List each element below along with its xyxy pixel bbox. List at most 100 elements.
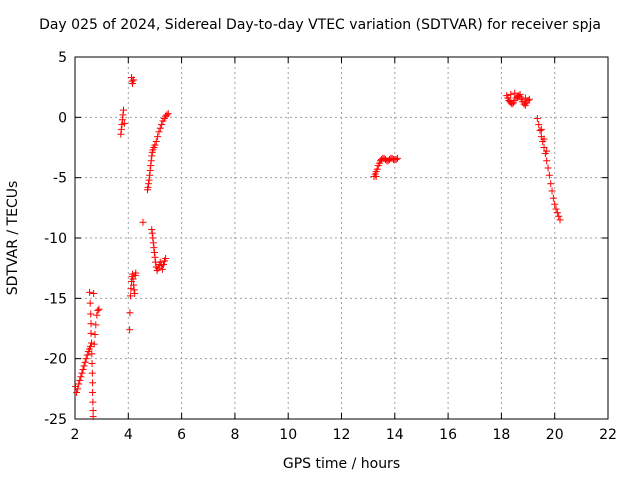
data-point — [76, 376, 84, 384]
x-tick-label: 16 — [439, 427, 457, 443]
data-point — [83, 351, 91, 359]
data-point — [73, 388, 81, 396]
data-point — [126, 292, 134, 300]
data-point — [155, 128, 163, 136]
data-point — [146, 166, 154, 174]
x-tick-label: 14 — [386, 427, 404, 443]
data-point — [82, 355, 90, 363]
data-point — [89, 413, 97, 421]
data-point — [145, 180, 153, 188]
data-point — [516, 90, 524, 98]
data-point — [117, 130, 125, 138]
y-tick-label: -25 — [44, 412, 67, 428]
data-point — [139, 218, 147, 226]
data-point — [90, 290, 98, 298]
data-point — [536, 127, 544, 135]
data-point — [548, 187, 556, 195]
x-tick-label: 12 — [333, 427, 351, 443]
data-point — [77, 373, 85, 381]
data-point — [130, 281, 138, 289]
data-point — [544, 164, 552, 172]
x-tick-label: 4 — [124, 427, 133, 443]
data-point — [158, 121, 166, 129]
data-point — [156, 124, 164, 132]
data-point — [132, 269, 140, 277]
data-points — [72, 74, 564, 421]
data-point — [89, 379, 97, 387]
data-point — [89, 407, 97, 415]
data-point — [164, 110, 172, 118]
data-point — [88, 359, 96, 367]
data-point — [147, 162, 155, 170]
data-point — [127, 285, 135, 293]
data-point — [91, 331, 99, 339]
data-point — [148, 226, 156, 234]
data-point — [150, 244, 158, 252]
data-point — [521, 94, 529, 102]
data-point — [540, 144, 548, 151]
grid-lines — [75, 57, 608, 419]
data-point — [150, 248, 158, 256]
data-point — [86, 299, 94, 307]
data-point — [117, 125, 125, 133]
data-point — [74, 385, 82, 393]
data-point — [87, 320, 95, 328]
data-point — [88, 350, 96, 358]
data-point — [163, 111, 171, 119]
data-point — [540, 135, 548, 143]
data-point — [87, 329, 95, 337]
data-point — [154, 133, 162, 141]
data-point — [88, 369, 96, 377]
data-point — [545, 171, 553, 179]
data-point — [93, 311, 101, 319]
data-point — [90, 340, 98, 348]
data-point — [87, 310, 95, 318]
data-point — [131, 290, 139, 298]
data-point — [162, 255, 170, 263]
data-point — [147, 157, 155, 165]
data-point — [553, 209, 561, 217]
x-tick-label: 20 — [546, 427, 564, 443]
data-point — [543, 157, 551, 165]
data-point — [89, 388, 97, 396]
data-point — [149, 239, 157, 247]
data-point — [89, 398, 97, 406]
data-point — [151, 253, 159, 261]
data-point — [556, 216, 564, 224]
y-tick-label: 0 — [58, 110, 67, 126]
data-point — [551, 200, 559, 208]
data-point — [547, 180, 555, 188]
x-tick-label: 22 — [599, 427, 617, 443]
x-tick-label: 8 — [230, 427, 239, 443]
x-tick-label: 10 — [279, 427, 297, 443]
data-point — [144, 183, 152, 191]
y-tick-label: -5 — [53, 171, 67, 187]
data-point — [120, 106, 128, 114]
x-tick-label: 6 — [177, 427, 186, 443]
x-tick-label: 18 — [492, 427, 510, 443]
y-tick-label: -20 — [44, 352, 67, 368]
data-point — [86, 288, 94, 296]
data-point — [79, 366, 87, 374]
data-point — [119, 111, 127, 119]
data-point — [152, 137, 160, 145]
y-axis-label: SDTVAR / TECUs — [5, 180, 21, 296]
data-point — [525, 95, 533, 103]
data-point — [118, 116, 126, 124]
data-point — [149, 234, 157, 242]
data-point — [148, 152, 156, 160]
x-tick-label: 2 — [71, 427, 80, 443]
data-point — [373, 165, 381, 173]
data-point — [543, 147, 551, 155]
data-point — [507, 90, 515, 98]
data-point — [120, 119, 128, 127]
data-point — [552, 205, 560, 213]
data-point — [126, 326, 134, 334]
data-point — [533, 115, 541, 123]
data-point — [508, 100, 516, 108]
y-tick-label: -15 — [44, 291, 67, 307]
data-point — [393, 154, 401, 162]
y-tick-label: -10 — [44, 231, 67, 247]
data-point — [130, 286, 138, 294]
